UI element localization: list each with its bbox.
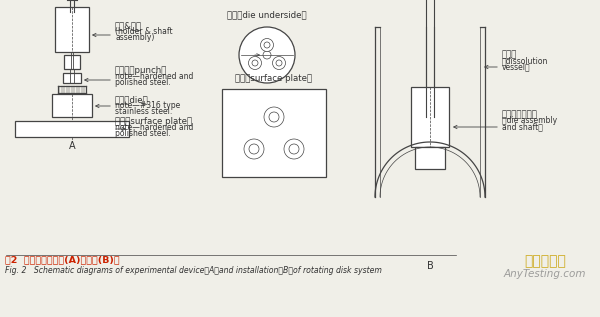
Bar — [64, 55, 80, 69]
Circle shape — [276, 60, 282, 66]
Circle shape — [264, 107, 284, 127]
Bar — [63, 73, 81, 83]
Text: and shaft）: and shaft） — [502, 122, 543, 131]
Text: 转碟模具与转轴: 转碟模具与转轴 — [502, 110, 538, 119]
Text: note—hardened and: note—hardened and — [115, 123, 193, 132]
Text: (holder & shaft: (holder & shaft — [115, 27, 173, 36]
Circle shape — [239, 27, 295, 83]
Circle shape — [263, 51, 271, 59]
Text: A: A — [68, 141, 76, 151]
Text: 模具（die）: 模具（die） — [115, 95, 149, 104]
Text: 溶出杯: 溶出杯 — [502, 50, 517, 59]
Text: vessel）: vessel） — [502, 62, 530, 71]
Text: （dissolution: （dissolution — [502, 56, 548, 65]
Circle shape — [260, 38, 274, 51]
Text: note—#316 type: note—#316 type — [115, 101, 180, 110]
Text: 平板（surface plate）: 平板（surface plate） — [235, 74, 313, 83]
Text: B: B — [427, 261, 433, 271]
Bar — [415, 147, 445, 169]
Text: AnyTesting.com: AnyTesting.com — [504, 269, 586, 279]
Circle shape — [272, 56, 286, 69]
Circle shape — [248, 56, 262, 69]
Bar — [411, 87, 449, 147]
Circle shape — [284, 139, 304, 159]
Circle shape — [252, 60, 258, 66]
Bar — [222, 89, 326, 177]
Text: 图2  转盘法实验装置(A)及安装(B)图: 图2 转盘法实验装置(A)及安装(B)图 — [5, 255, 119, 264]
Text: polished steel.: polished steel. — [115, 129, 171, 138]
Circle shape — [289, 144, 299, 154]
Circle shape — [249, 144, 259, 154]
Circle shape — [264, 42, 270, 48]
Text: 固定&转轴: 固定&转轴 — [115, 21, 142, 30]
Circle shape — [269, 112, 279, 122]
Text: 模具（die underside）: 模具（die underside） — [227, 10, 307, 19]
Bar — [52, 94, 92, 117]
Text: （die assembly: （die assembly — [502, 116, 557, 125]
Text: assembly): assembly) — [115, 33, 154, 42]
Text: polished steel.: polished steel. — [115, 78, 171, 87]
Text: 嘉峪检测网: 嘉峪检测网 — [524, 254, 566, 268]
Bar — [55, 7, 89, 52]
Text: Fig. 2   Schematic diagrams of experimental device（A）and installation（B）of rotat: Fig. 2 Schematic diagrams of experimenta… — [5, 266, 382, 275]
Text: note—hardened and: note—hardened and — [115, 72, 193, 81]
Bar — [15, 121, 129, 137]
Text: 平板（surface plate）: 平板（surface plate） — [115, 117, 192, 126]
Text: stainless steel.: stainless steel. — [115, 107, 172, 116]
Circle shape — [244, 139, 264, 159]
Text: 冲压件（punch）: 冲压件（punch） — [115, 66, 167, 75]
